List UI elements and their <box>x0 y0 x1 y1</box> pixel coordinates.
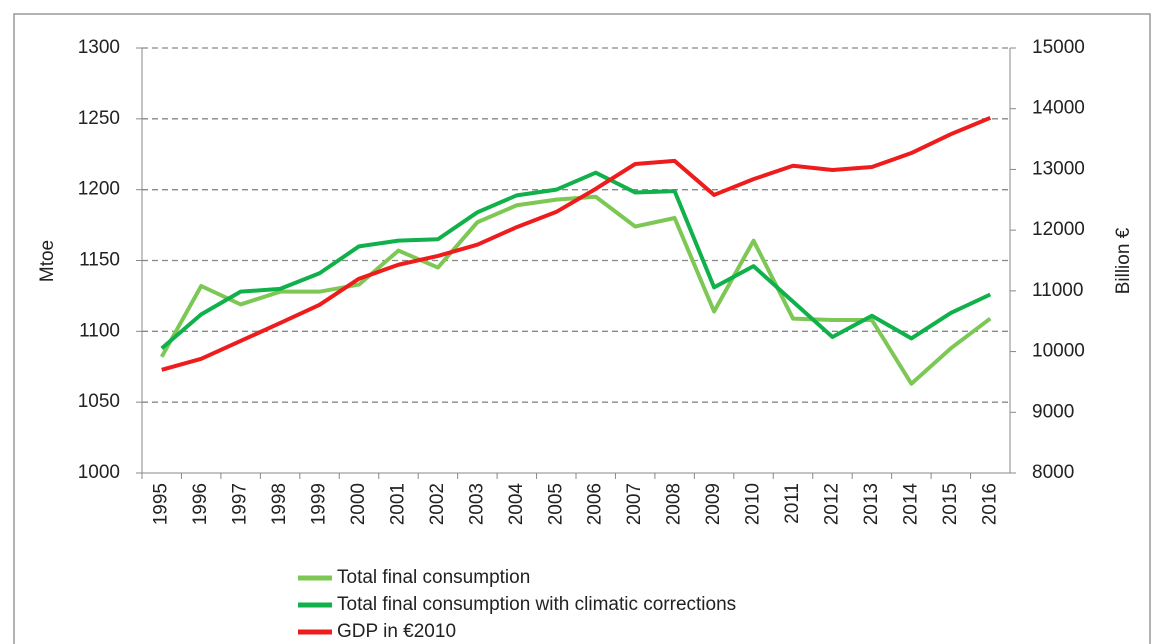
x-tick-label: 2004 <box>506 483 527 526</box>
y-tick-label: 1150 <box>79 250 120 271</box>
y-tick-label: 1250 <box>78 108 120 129</box>
x-tick-label: 2008 <box>664 483 685 525</box>
x-tick-label: 2003 <box>466 483 487 525</box>
y-tick-label: 1000 <box>78 462 120 483</box>
y2-tick-label: 8000 <box>1032 462 1074 483</box>
legend-label: Total final consumption with climatic co… <box>337 594 736 615</box>
y-tick-label: 1300 <box>78 37 120 58</box>
y2-axis-label: Billion € <box>1113 227 1134 294</box>
y2-tick-label: 15000 <box>1032 37 1085 58</box>
x-tick-label: 2002 <box>427 483 448 525</box>
x-tick-label: 2015 <box>940 483 961 525</box>
legend-label: Total final consumption <box>337 567 530 588</box>
y-tick-label: 1100 <box>79 320 120 341</box>
x-tick-label: 2005 <box>545 483 566 525</box>
x-tick-label: 2016 <box>979 483 1000 525</box>
y2-tick-label: 9000 <box>1032 401 1074 422</box>
x-tick-label: 2007 <box>624 483 645 525</box>
series-line <box>160 170 992 350</box>
chart-border <box>13 13 1151 644</box>
y2-tick-label: 13000 <box>1032 158 1085 179</box>
y-tick-label: 1050 <box>78 391 120 412</box>
y2-tick-label: 12000 <box>1032 219 1085 240</box>
x-tick-label: 2011 <box>782 483 803 524</box>
y-tick-label: 1200 <box>78 179 120 200</box>
y2-tick-label: 14000 <box>1032 98 1085 119</box>
x-tick-label: 2010 <box>743 483 764 525</box>
x-tick-label: 2014 <box>900 483 921 526</box>
x-tick-label: 1998 <box>269 483 290 525</box>
x-tick-label: 2001 <box>387 483 408 525</box>
y2-tick-label: 11000 <box>1032 280 1083 301</box>
x-tick-label: 2013 <box>861 483 882 525</box>
x-tick-label: 1996 <box>190 483 211 525</box>
series-line <box>161 115 992 372</box>
legend-label: GDP in €2010 <box>337 621 456 642</box>
x-tick-label: 2009 <box>703 483 724 525</box>
x-tick-label: 1997 <box>230 483 251 525</box>
series-line <box>159 194 992 386</box>
x-tick-label: 2006 <box>585 483 606 525</box>
x-tick-label: 2000 <box>348 483 369 525</box>
y-axis-label: Mtoe <box>37 240 58 282</box>
x-tick-label: 1995 <box>151 483 172 525</box>
y2-tick-label: 10000 <box>1032 341 1085 362</box>
x-tick-label: 2012 <box>821 483 842 525</box>
x-tick-label: 1999 <box>309 483 330 525</box>
